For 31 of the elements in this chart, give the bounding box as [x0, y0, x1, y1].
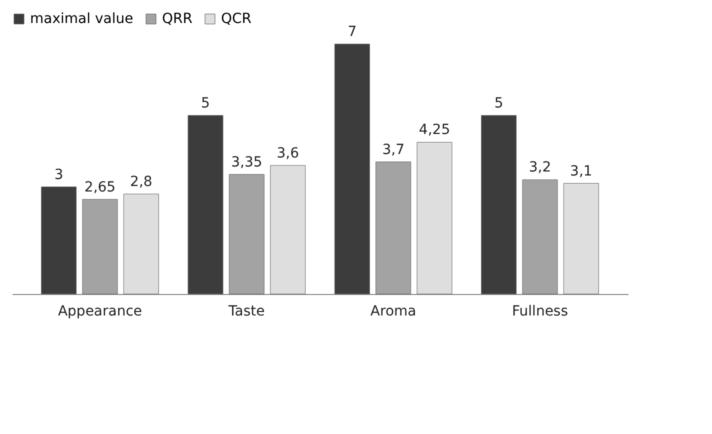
bar — [123, 194, 159, 294]
data-label: 2,8 — [130, 174, 152, 190]
bar — [522, 179, 558, 294]
data-label: 3,6 — [276, 145, 300, 162]
bar — [563, 183, 599, 294]
bar — [334, 44, 370, 294]
data-label: 3,7 — [382, 142, 404, 158]
data-label: 7 — [348, 24, 357, 40]
data-label: 5 — [201, 95, 210, 112]
bar — [416, 142, 452, 294]
legend-label: QRR — [162, 11, 193, 27]
data-label: 4,25 — [418, 122, 450, 138]
bar — [228, 174, 264, 294]
x-tick-label: Fullness — [512, 304, 568, 320]
data-label: 3,1 — [570, 163, 592, 180]
data-label: 3,35 — [231, 154, 262, 170]
data-label: 5 — [494, 95, 504, 112]
bar — [481, 115, 517, 294]
legend-label: QCR — [221, 11, 252, 27]
x-tick-label: Appearance — [58, 304, 142, 320]
bar — [376, 162, 412, 294]
data-label: 2,65 — [84, 179, 116, 196]
data-label: 3,2 — [528, 160, 552, 176]
bar — [270, 165, 306, 294]
bar — [41, 186, 77, 294]
x-tick-label: Taste — [228, 304, 265, 320]
x-tick-label: Aroma — [370, 304, 416, 320]
legend-label: maximal value — [30, 11, 134, 27]
bar — [188, 115, 224, 294]
data-label: 3 — [54, 166, 64, 183]
bar — [82, 199, 118, 294]
